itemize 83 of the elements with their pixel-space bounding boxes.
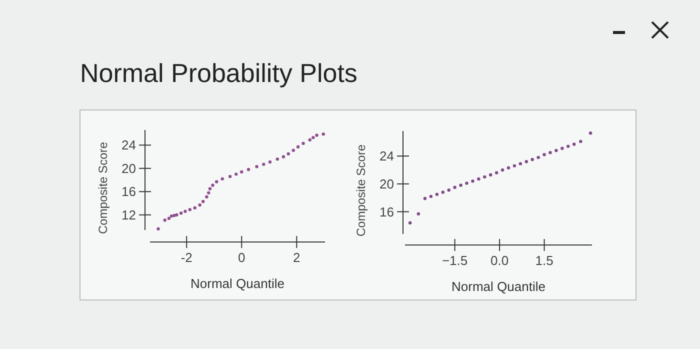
point bbox=[163, 218, 166, 222]
point bbox=[211, 184, 214, 187]
point bbox=[322, 132, 325, 136]
point bbox=[548, 150, 552, 154]
point bbox=[205, 195, 208, 198]
point bbox=[296, 145, 300, 148]
point bbox=[588, 131, 592, 135]
y-tick-label: 24 bbox=[122, 138, 136, 153]
point bbox=[524, 160, 528, 164]
point bbox=[560, 146, 564, 150]
y-tick-label: 12 bbox=[122, 207, 136, 222]
point bbox=[447, 188, 450, 192]
point bbox=[170, 214, 174, 218]
y-tick-label: 20 bbox=[380, 176, 394, 192]
y-tick-label: 16 bbox=[122, 184, 136, 200]
point bbox=[246, 168, 250, 172]
point bbox=[530, 158, 534, 162]
point bbox=[579, 140, 582, 144]
x-tick-label: −1.5 bbox=[442, 253, 468, 268]
point bbox=[167, 216, 171, 220]
point bbox=[308, 138, 312, 142]
point bbox=[302, 142, 305, 145]
point bbox=[286, 152, 290, 156]
x-axis-title: Normal Quantile bbox=[452, 279, 546, 294]
point bbox=[554, 148, 558, 152]
point bbox=[477, 177, 480, 181]
point bbox=[156, 227, 160, 230]
point bbox=[500, 168, 504, 172]
y-tick-label: 20 bbox=[122, 160, 136, 176]
point bbox=[262, 162, 266, 166]
point bbox=[207, 191, 210, 194]
x-tick-label: 0 bbox=[238, 250, 246, 265]
point bbox=[198, 203, 202, 207]
point bbox=[483, 175, 486, 179]
point bbox=[471, 180, 474, 183]
x-tick-label: 1.5 bbox=[535, 253, 554, 268]
point bbox=[208, 187, 212, 190]
point bbox=[453, 186, 456, 189]
point bbox=[282, 155, 286, 158]
point bbox=[465, 182, 468, 185]
point bbox=[518, 162, 522, 166]
y-axis-title: Composite Score bbox=[354, 144, 368, 237]
point bbox=[542, 153, 546, 156]
point bbox=[175, 213, 178, 216]
point bbox=[312, 136, 315, 140]
point bbox=[408, 221, 412, 224]
point bbox=[494, 171, 498, 174]
y-tick-label: 24 bbox=[380, 148, 394, 164]
point bbox=[228, 174, 232, 178]
point bbox=[255, 165, 258, 168]
point bbox=[220, 177, 224, 180]
point bbox=[179, 212, 183, 215]
point bbox=[315, 134, 318, 137]
point bbox=[429, 194, 433, 198]
point bbox=[240, 170, 244, 174]
point bbox=[234, 172, 238, 176]
point bbox=[292, 148, 295, 152]
point bbox=[188, 208, 192, 212]
point bbox=[506, 166, 510, 170]
point bbox=[572, 142, 576, 146]
point bbox=[536, 156, 540, 160]
chart-title: Normal Probability Plots bbox=[80, 58, 358, 88]
point bbox=[435, 192, 439, 196]
point bbox=[512, 164, 516, 168]
point bbox=[459, 184, 462, 187]
x-tick-label: -2 bbox=[180, 250, 192, 265]
point bbox=[268, 160, 272, 164]
point bbox=[214, 180, 218, 184]
x-axis-title: Normal Quantile bbox=[190, 276, 284, 291]
point bbox=[202, 200, 205, 204]
x-tick-label: 0.0 bbox=[490, 253, 509, 268]
y-tick-label: 16 bbox=[380, 204, 394, 220]
point bbox=[423, 196, 427, 200]
point bbox=[488, 173, 492, 176]
point bbox=[184, 210, 187, 213]
point bbox=[416, 212, 420, 216]
point bbox=[441, 190, 444, 194]
point bbox=[276, 157, 279, 161]
x-tick-label: 2 bbox=[293, 250, 300, 265]
point bbox=[193, 206, 196, 210]
point bbox=[172, 214, 176, 218]
point bbox=[566, 144, 570, 148]
y-axis-title: Composite Score bbox=[96, 142, 110, 234]
